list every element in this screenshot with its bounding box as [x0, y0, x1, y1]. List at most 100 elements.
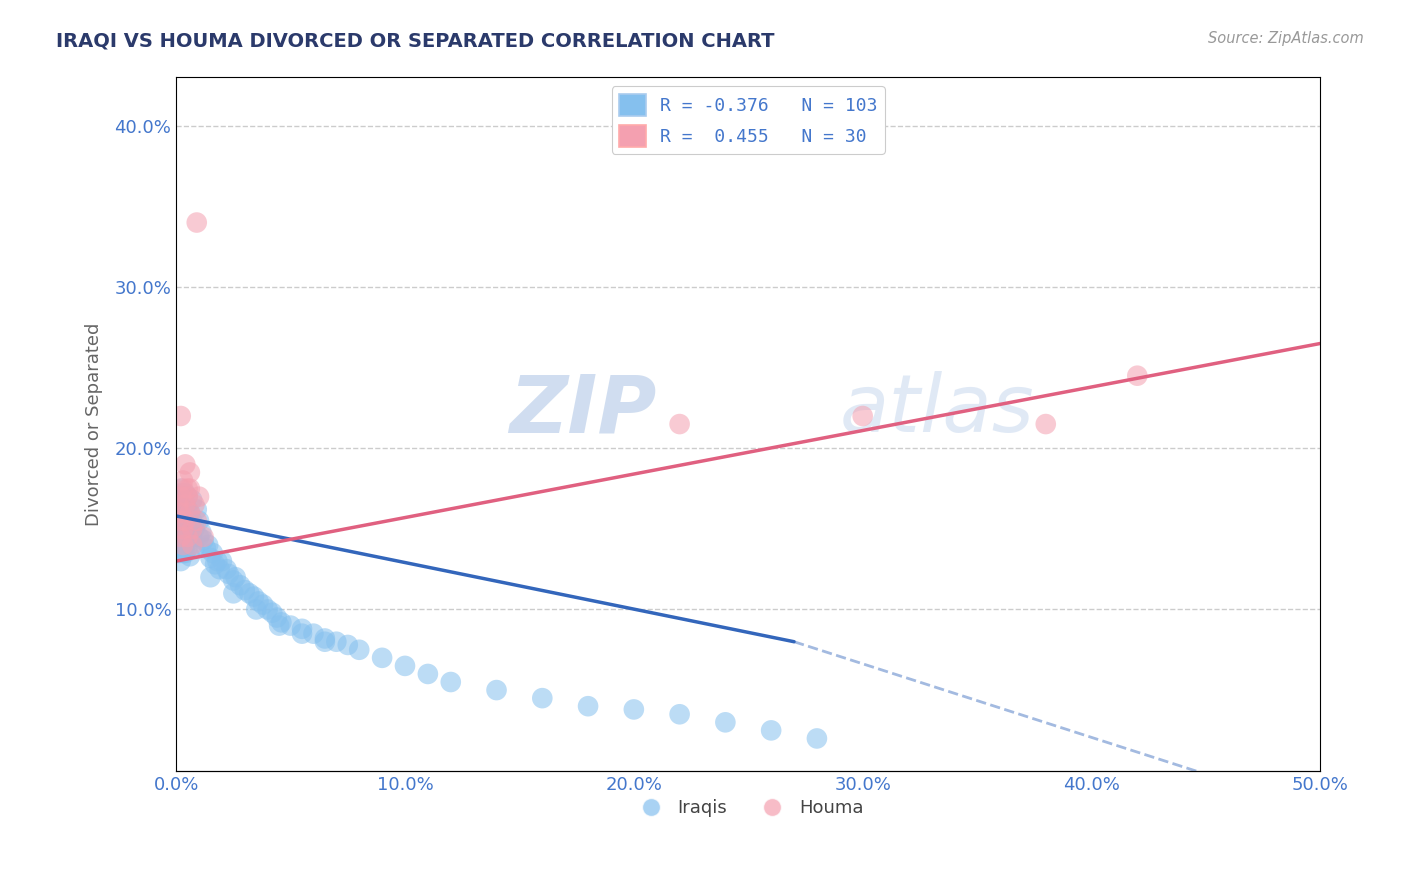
Point	[170, 486, 193, 500]
Point	[179, 549, 201, 564]
Point	[176, 490, 198, 504]
Point	[668, 707, 690, 722]
Point	[197, 538, 219, 552]
Point	[167, 541, 190, 556]
Point	[183, 498, 205, 512]
Point	[188, 530, 211, 544]
Point	[170, 514, 193, 528]
Point	[167, 498, 190, 512]
Point	[172, 482, 194, 496]
Point	[252, 598, 274, 612]
Point	[238, 586, 260, 600]
Point	[167, 514, 190, 528]
Point	[200, 570, 222, 584]
Point	[314, 634, 336, 648]
Point	[176, 490, 198, 504]
Point	[270, 615, 292, 630]
Point	[170, 500, 193, 515]
Point	[172, 474, 194, 488]
Point	[852, 409, 875, 423]
Point	[576, 699, 599, 714]
Point	[188, 490, 211, 504]
Point	[215, 562, 238, 576]
Point	[193, 533, 215, 548]
Point	[183, 541, 205, 556]
Point	[668, 417, 690, 431]
Point	[176, 541, 198, 556]
Point	[167, 490, 190, 504]
Point	[291, 626, 314, 640]
Point	[394, 659, 416, 673]
Point	[170, 554, 193, 568]
Point	[266, 610, 288, 624]
Point	[247, 594, 270, 608]
Point	[485, 683, 508, 698]
Point	[172, 541, 194, 556]
Point	[170, 506, 193, 520]
Point	[172, 546, 194, 560]
Point	[170, 522, 193, 536]
Point	[170, 490, 193, 504]
Point	[440, 675, 463, 690]
Point	[291, 622, 314, 636]
Point	[174, 498, 197, 512]
Point	[176, 482, 198, 496]
Point	[222, 574, 245, 588]
Point	[179, 482, 201, 496]
Point	[172, 525, 194, 540]
Point	[222, 586, 245, 600]
Point	[172, 490, 194, 504]
Point	[181, 514, 204, 528]
Point	[179, 506, 201, 520]
Point	[714, 715, 737, 730]
Y-axis label: Divorced or Separated: Divorced or Separated	[86, 322, 103, 525]
Point	[225, 570, 247, 584]
Point	[623, 702, 645, 716]
Point	[167, 530, 190, 544]
Text: Source: ZipAtlas.com: Source: ZipAtlas.com	[1208, 31, 1364, 46]
Point	[176, 525, 198, 540]
Point	[314, 632, 336, 646]
Point	[194, 541, 217, 556]
Point	[176, 514, 198, 528]
Point	[170, 530, 193, 544]
Point	[172, 538, 194, 552]
Point	[325, 634, 347, 648]
Point	[167, 498, 190, 512]
Point	[172, 514, 194, 528]
Point	[416, 667, 439, 681]
Point	[174, 518, 197, 533]
Point	[347, 642, 370, 657]
Point	[172, 522, 194, 536]
Point	[179, 506, 201, 520]
Point	[186, 215, 208, 229]
Point	[167, 506, 190, 520]
Point	[218, 567, 240, 582]
Point	[371, 650, 394, 665]
Point	[806, 731, 828, 746]
Point	[170, 533, 193, 548]
Text: atlas: atlas	[839, 371, 1035, 450]
Point	[174, 514, 197, 528]
Text: IRAQI VS HOUMA DIVORCED OR SEPARATED CORRELATION CHART: IRAQI VS HOUMA DIVORCED OR SEPARATED COR…	[56, 31, 775, 50]
Point	[243, 590, 266, 604]
Point	[172, 492, 194, 507]
Point	[170, 541, 193, 556]
Text: ZIP: ZIP	[509, 371, 657, 450]
Point	[174, 538, 197, 552]
Point	[174, 486, 197, 500]
Point	[170, 492, 193, 507]
Point	[170, 482, 193, 496]
Point	[167, 518, 190, 533]
Point	[531, 691, 554, 706]
Point	[269, 618, 291, 632]
Point	[188, 514, 211, 528]
Point	[174, 530, 197, 544]
Point	[172, 533, 194, 548]
Point	[200, 550, 222, 565]
Point	[176, 502, 198, 516]
Point	[176, 530, 198, 544]
Point	[181, 492, 204, 507]
Point	[186, 514, 208, 528]
Point	[302, 626, 325, 640]
